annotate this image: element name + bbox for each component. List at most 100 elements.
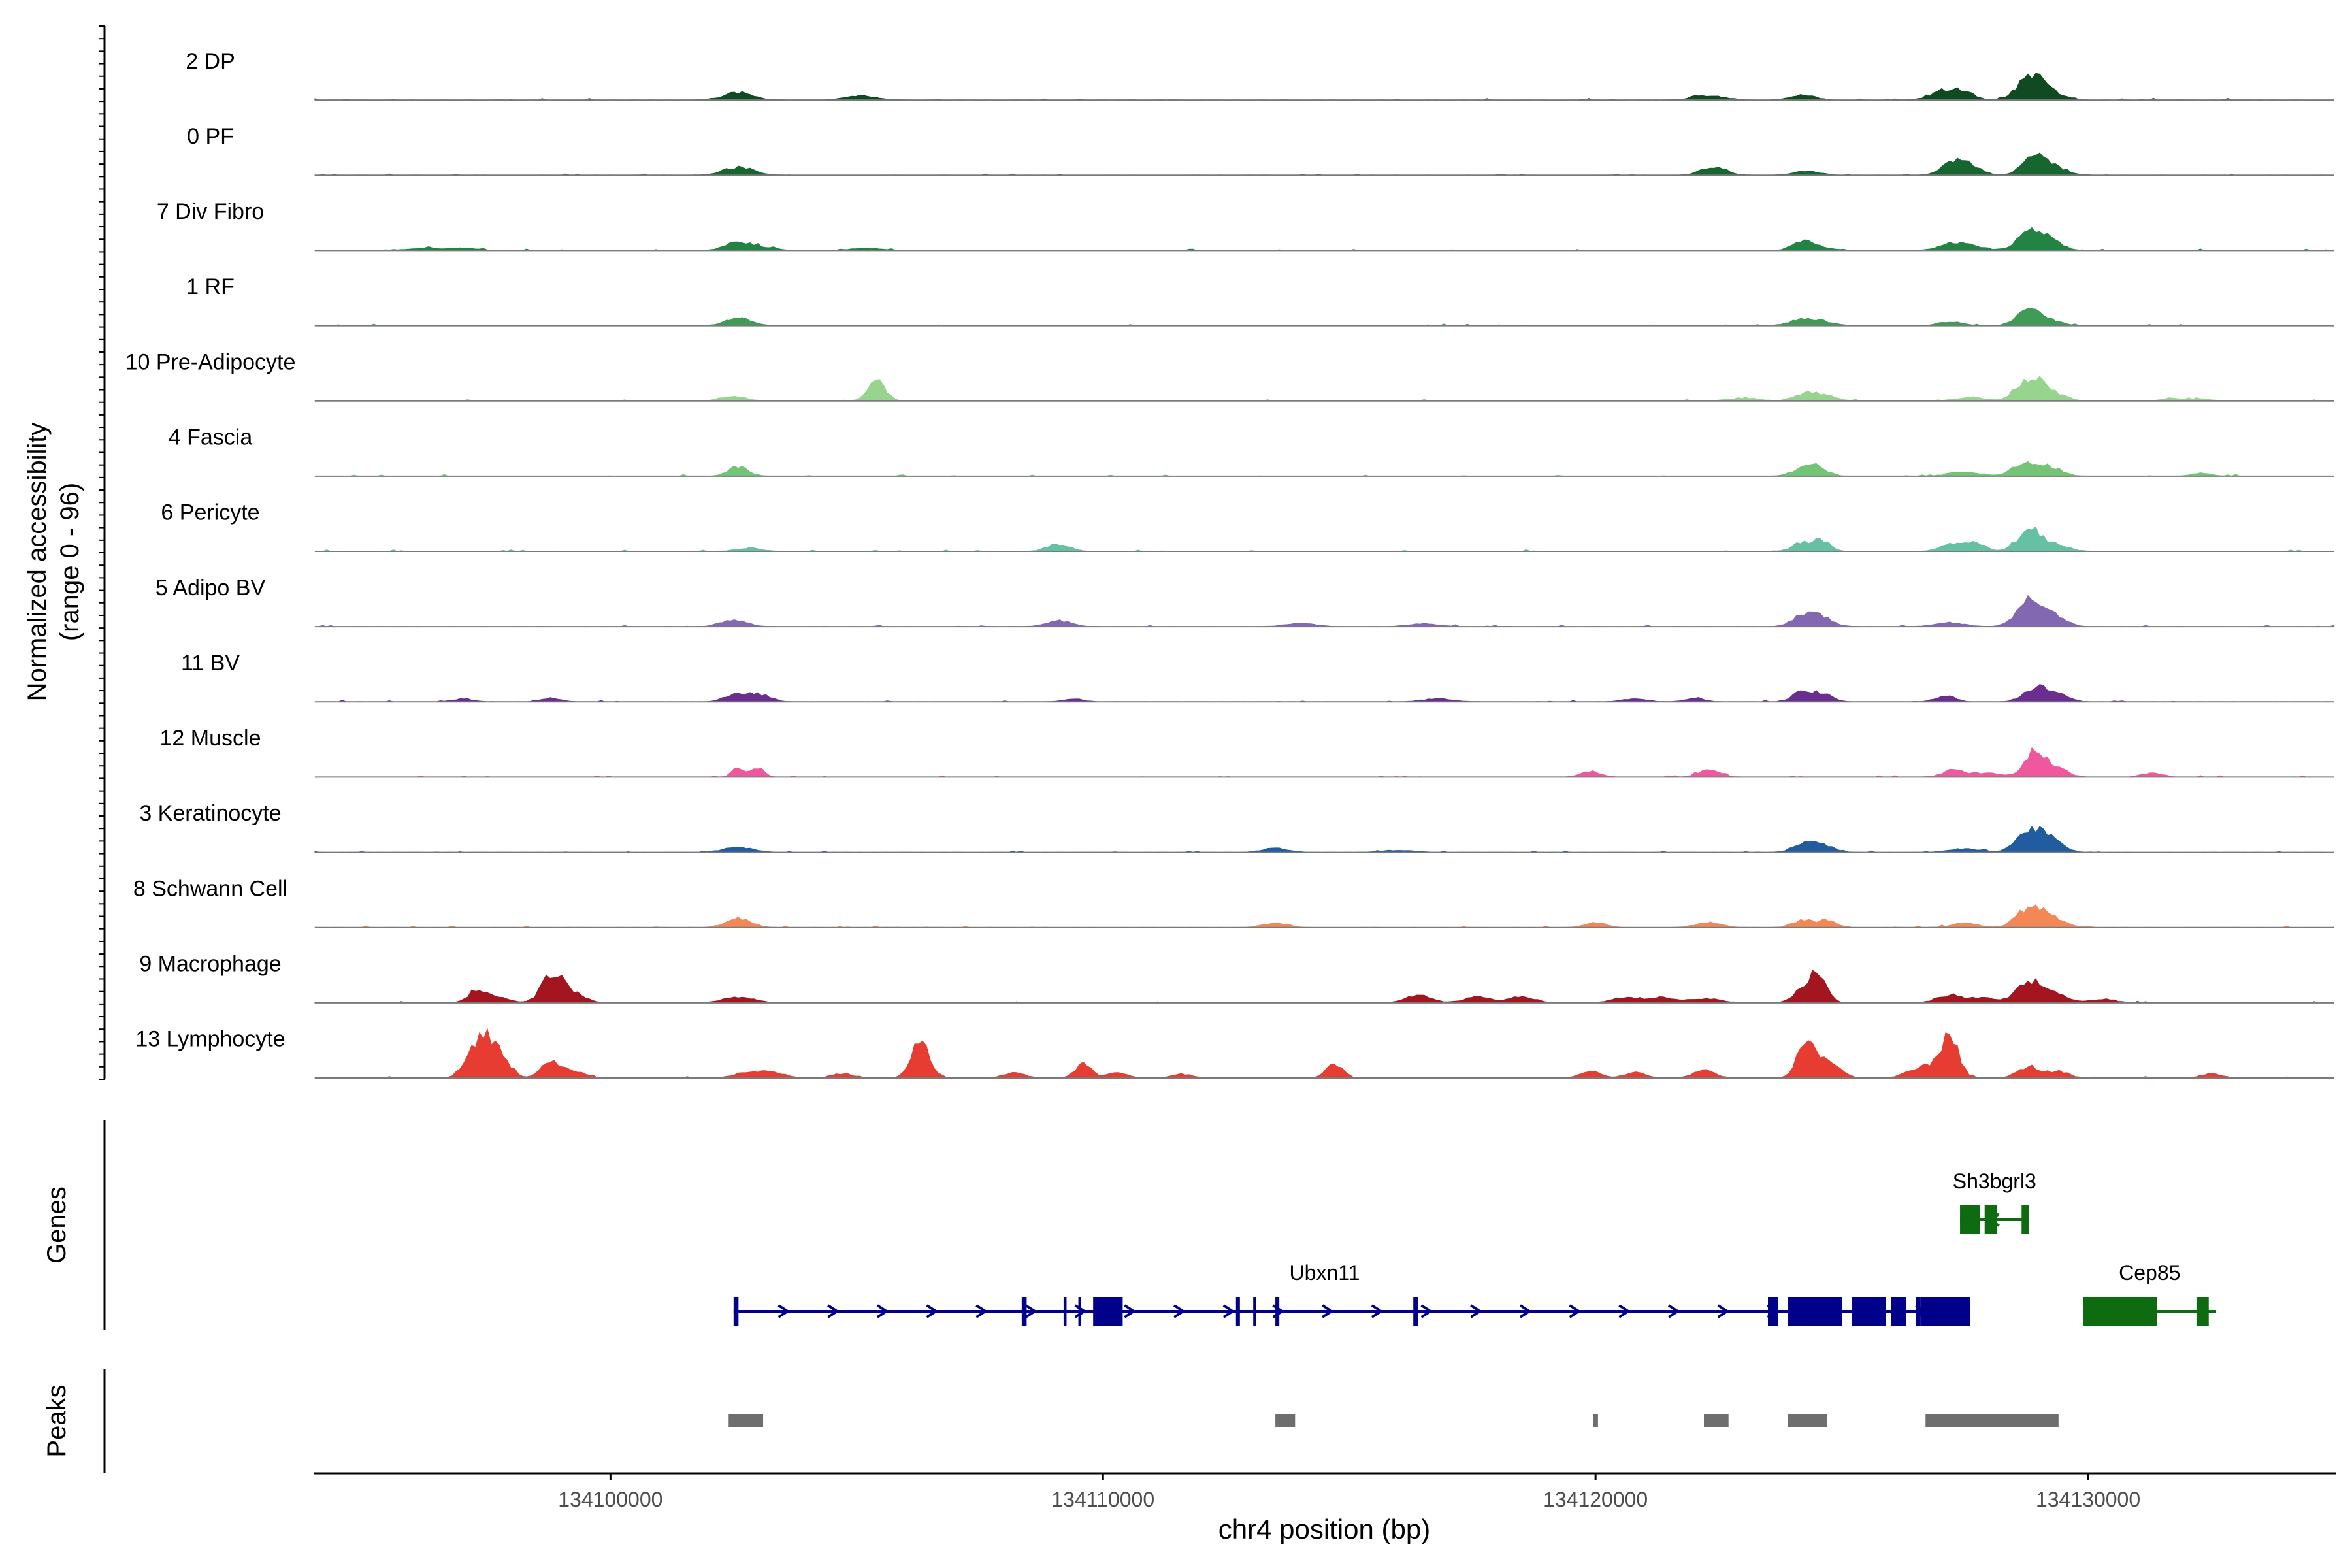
coverage-tracks: 2 DP 0 PF 7 Div Fibro 1 RF 10 Pre-Adipocyte 4… bbox=[125, 49, 2335, 1079]
coverage-track: 11 BV bbox=[181, 651, 2335, 703]
gene-exon bbox=[1960, 1205, 1980, 1234]
strand-arrow bbox=[1717, 1304, 1730, 1318]
gene-exon bbox=[1413, 1297, 1418, 1326]
coverage-area bbox=[314, 227, 2335, 251]
x-tick-label: 134100000 bbox=[558, 1488, 662, 1511]
coverage-area bbox=[314, 461, 2335, 477]
track-label: 6 Pericyte bbox=[161, 500, 259, 525]
strand-arrow bbox=[1470, 1304, 1482, 1318]
coverage-track: 3 Keratinocyte bbox=[139, 801, 2335, 853]
track-label: 8 Schwann Cell bbox=[133, 876, 287, 901]
strand-arrow bbox=[777, 1304, 791, 1318]
gene-exon bbox=[1253, 1297, 1256, 1326]
gene-exon bbox=[1768, 1297, 1778, 1326]
coverage-area bbox=[314, 526, 2335, 552]
peak-region bbox=[1925, 1414, 2059, 1427]
coverage-area bbox=[314, 970, 2335, 1004]
strand-arrow bbox=[926, 1304, 939, 1318]
strand-arrow bbox=[1322, 1304, 1334, 1318]
gene-exon bbox=[1788, 1297, 1842, 1326]
gene-exon bbox=[1021, 1297, 1027, 1326]
coverage-track: 12 Muscle bbox=[160, 726, 2335, 778]
x-tick-label: 134130000 bbox=[2036, 1488, 2140, 1511]
strand-arrow bbox=[1074, 1304, 1087, 1318]
gene-exon bbox=[1275, 1297, 1280, 1326]
gene-exon bbox=[1920, 1297, 1970, 1326]
gene-exon bbox=[1235, 1297, 1240, 1326]
track-label: 4 Fascia bbox=[169, 425, 253, 449]
x-tick-label: 134120000 bbox=[1543, 1488, 1648, 1511]
coverage-track: 10 Pre-Adipocyte bbox=[125, 350, 2335, 402]
coverage-area bbox=[314, 73, 2335, 101]
gene-exon bbox=[1984, 1205, 1997, 1234]
gene-exon bbox=[1078, 1297, 1081, 1326]
coverage-track: 6 Pericyte bbox=[161, 500, 2335, 552]
gene-annotation-track: Sh3bgrl3 Ubxn11 Cep85 bbox=[733, 1169, 2217, 1326]
coverage-track: 9 Macrophage bbox=[139, 951, 2335, 1004]
coverage-area bbox=[314, 308, 2335, 327]
gene-label: Cep85 bbox=[2119, 1261, 2180, 1284]
strand-arrow bbox=[1420, 1304, 1433, 1318]
coverage-track: 1 RF bbox=[186, 274, 2335, 327]
track-label: 12 Muscle bbox=[160, 726, 261, 751]
peak-region bbox=[728, 1414, 764, 1427]
strand-arrow bbox=[975, 1304, 988, 1318]
coverage-track: 2 DP bbox=[186, 49, 2335, 101]
strand-arrow bbox=[1371, 1304, 1384, 1318]
track-label: 1 RF bbox=[186, 274, 235, 299]
coverage-area bbox=[314, 376, 2335, 402]
x-axis-title: chr4 position (bp) bbox=[1218, 1514, 1431, 1544]
coverage-area bbox=[314, 904, 2335, 928]
x-tick-label: 134110000 bbox=[1051, 1488, 1154, 1511]
track-label: 9 Macrophage bbox=[139, 951, 281, 976]
strand-arrow bbox=[1222, 1304, 1235, 1318]
gene-model: Sh3bgrl3 bbox=[1953, 1169, 2036, 1234]
x-axis: 134100000 134110000 134120000 134130000 bbox=[558, 1473, 2140, 1511]
gene-exon bbox=[1093, 1297, 1123, 1326]
peak-region bbox=[1275, 1414, 1296, 1427]
coverage-track: 8 Schwann Cell bbox=[133, 876, 2335, 928]
coverage-track: 0 PF bbox=[187, 124, 2335, 176]
coverage-track: 4 Fascia bbox=[169, 425, 2335, 477]
coverage-area bbox=[314, 595, 2335, 627]
gene-exon bbox=[2021, 1205, 2029, 1234]
coverage-track: 5 Adipo BV bbox=[155, 576, 2335, 628]
strand-arrow bbox=[1618, 1304, 1631, 1318]
track-label: 3 Keratinocyte bbox=[139, 801, 281, 826]
strand-arrow bbox=[1173, 1304, 1186, 1318]
gene-exon bbox=[733, 1297, 739, 1326]
track-label: 13 Lymphocyte bbox=[135, 1027, 285, 1052]
strand-arrow bbox=[1519, 1304, 1532, 1318]
gene-label: Ubxn11 bbox=[1290, 1261, 1360, 1284]
gene-model: Ubxn11 bbox=[733, 1261, 1970, 1326]
strand-arrow bbox=[1024, 1304, 1037, 1318]
peak-region bbox=[1788, 1414, 1827, 1427]
strand-arrow bbox=[1667, 1304, 1680, 1318]
gene-label: Sh3bgrl3 bbox=[1953, 1169, 2036, 1193]
peaks-panel-label: Peaks bbox=[42, 1384, 71, 1457]
coverage-area bbox=[314, 825, 2335, 853]
track-label: 5 Adipo BV bbox=[155, 576, 266, 600]
track-label: 10 Pre-Adipocyte bbox=[125, 350, 296, 374]
coverage-track: 7 Div Fibro bbox=[157, 199, 2335, 252]
gene-exon bbox=[2083, 1297, 2157, 1326]
coverage-track: 13 Lymphocyte bbox=[135, 1027, 2335, 1079]
strand-arrow bbox=[827, 1304, 840, 1318]
coverage-area bbox=[314, 152, 2335, 176]
gene-exon bbox=[1852, 1297, 1886, 1326]
y-axis-label-range: (range 0 - 96) bbox=[56, 483, 84, 641]
gene-exon bbox=[1063, 1297, 1067, 1326]
track-label: 11 BV bbox=[181, 651, 240, 676]
gene-exon bbox=[1891, 1297, 1906, 1326]
coverage-area bbox=[314, 1028, 2335, 1079]
coverage-area bbox=[314, 747, 2335, 777]
strand-arrow bbox=[1124, 1304, 1137, 1318]
peak-region bbox=[1704, 1414, 1729, 1427]
gene-exon bbox=[1916, 1297, 1921, 1326]
track-label: 2 DP bbox=[186, 49, 235, 74]
gene-exon bbox=[2196, 1297, 2209, 1326]
strand-arrow bbox=[876, 1304, 889, 1318]
gene-model: Cep85 bbox=[2083, 1261, 2217, 1326]
peak-region-track bbox=[728, 1414, 2059, 1427]
